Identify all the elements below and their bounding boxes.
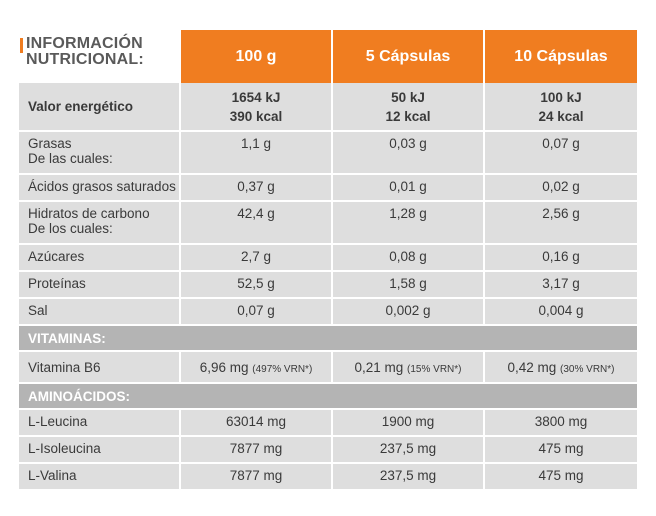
value-cell: 100 kJ 24 kcal <box>483 83 637 132</box>
row-label: L-Leucina <box>19 409 180 437</box>
value-cell: 0,02 g <box>483 174 637 202</box>
value-cell: 1,58 g <box>331 271 484 299</box>
table-row: Ácidos grasos saturados 0,37 g 0,01 g 0,… <box>19 174 637 202</box>
row-label: Vitamina B6 <box>19 351 180 384</box>
value-cell: 1,28 g <box>331 201 484 245</box>
value-cell: 1900 mg <box>331 409 484 437</box>
row-label: Valor energético <box>19 83 180 132</box>
value-cell: 0,01 g <box>331 174 484 202</box>
value-cell: 7877 mg <box>179 436 332 464</box>
value-cell: 1654 kJ 390 kcal <box>179 83 332 132</box>
row-label: Azúcares <box>19 244 180 272</box>
value-kj: 50 kJ <box>391 89 425 105</box>
row-label: Proteínas <box>19 271 180 299</box>
table-row: Proteínas 52,5 g 1,58 g 3,17 g <box>19 271 637 299</box>
value-cell: 42,4 g <box>179 201 332 245</box>
section-header-vitaminas: VITAMINAS: <box>19 325 637 352</box>
vrn-percent: (30% VRN*) <box>560 363 615 375</box>
value-cell: 52,5 g <box>179 271 332 299</box>
value-cell: 6,96 mg (497% VRN*) <box>179 351 332 384</box>
row-label: L-Isoleucina <box>19 436 180 464</box>
value-kcal: 12 kcal <box>385 108 431 124</box>
value-cell: 1,1 g <box>179 131 332 175</box>
table-row: L-Leucina 63014 mg 1900 mg 3800 mg <box>19 409 637 437</box>
table-row: Sal 0,07 g 0,002 g 0,004 g <box>19 298 637 326</box>
title-text: INFORMACIÓN NUTRICIONAL: <box>26 36 144 68</box>
value-cell: 0,21 mg (15% VRN*) <box>331 351 484 384</box>
row-label: Hidratos de carbono De los cuales: <box>19 201 180 245</box>
value-cell: 0,002 g <box>331 298 484 326</box>
table-row: L-Isoleucina 7877 mg 237,5 mg 475 mg <box>19 436 637 464</box>
title-accent-bar <box>20 38 23 53</box>
value-cell: 0,004 g <box>483 298 637 326</box>
value-kj: 100 kJ <box>540 89 582 105</box>
vrn-percent: (15% VRN*) <box>407 363 462 375</box>
value-cell: 0,16 g <box>483 244 637 272</box>
column-header-5-capsulas: 5 Cápsulas <box>331 30 484 83</box>
value-cell: 0,07 g <box>179 298 332 326</box>
table-row: Hidratos de carbono De los cuales: 42,4 g… <box>19 201 637 245</box>
header-row: 100 g 5 Cápsulas 10 Cápsulas <box>19 30 637 83</box>
value-cell: 0,07 g <box>483 131 637 175</box>
column-header-100g: 100 g <box>179 30 332 83</box>
row-label: Grasas De las cuales: <box>19 131 180 175</box>
value-cell: 2,56 g <box>483 201 637 245</box>
value-cell: 2,7 g <box>179 244 332 272</box>
value-cell: 3800 mg <box>483 409 637 437</box>
value-cell: 63014 mg <box>179 409 332 437</box>
value-kcal: 390 kcal <box>229 108 283 124</box>
table-row: Vitamina B6 6,96 mg (497% VRN*) 0,21 mg … <box>19 351 637 384</box>
value-cell: 0,42 mg (30% VRN*) <box>483 351 637 384</box>
value-cell: 237,5 mg <box>331 436 484 464</box>
row-label: Sal <box>19 298 180 326</box>
table-row: Grasas De las cuales: 1,1 g 0,03 g 0,07 g <box>19 131 637 175</box>
table-title: INFORMACIÓN NUTRICIONAL: <box>20 36 144 68</box>
value-cell: 3,17 g <box>483 271 637 299</box>
table-row: L-Valina 7877 mg 237,5 mg 475 mg <box>19 463 637 491</box>
column-header-10-capsulas: 10 Cápsulas <box>483 30 637 83</box>
row-label: Ácidos grasos saturados <box>19 174 180 202</box>
value-cell: 0,03 g <box>331 131 484 175</box>
section-title: AMINOÁCIDOS: <box>19 383 637 410</box>
title-line-2: NUTRICIONAL: <box>26 51 144 68</box>
section-header-aminoacidos: AMINOÁCIDOS: <box>19 383 637 410</box>
value-cell: 475 mg <box>483 463 637 491</box>
value-cell: 237,5 mg <box>331 463 484 491</box>
nutrition-table: 100 g 5 Cápsulas 10 Cápsulas Valor energ… <box>19 30 637 491</box>
value-cell: 0,08 g <box>331 244 484 272</box>
table-row: Azúcares 2,7 g 0,08 g 0,16 g <box>19 244 637 272</box>
row-label: L-Valina <box>19 463 180 491</box>
value-kcal: 24 kcal <box>538 108 584 124</box>
value-cell: 50 kJ 12 kcal <box>331 83 484 132</box>
vrn-percent: (497% VRN*) <box>252 363 313 375</box>
value-cell: 475 mg <box>483 436 637 464</box>
title-line-1: INFORMACIÓN <box>26 35 143 52</box>
value-cell: 0,37 g <box>179 174 332 202</box>
section-title: VITAMINAS: <box>19 325 637 352</box>
table-row-energy: Valor energético 1654 kJ 390 kcal 50 kJ 12… <box>19 83 637 132</box>
value-kj: 1654 kJ <box>231 89 281 105</box>
value-cell: 7877 mg <box>179 463 332 491</box>
header-blank <box>19 30 180 83</box>
